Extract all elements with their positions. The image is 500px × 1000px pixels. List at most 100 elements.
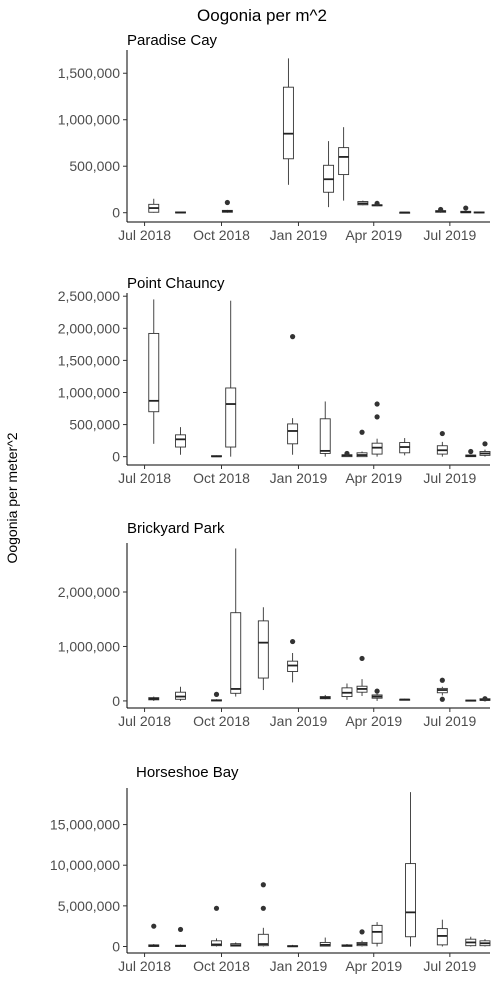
x-tick-label: Apr 2019: [345, 713, 402, 729]
box-plot: [287, 334, 299, 455]
box-plot: [357, 200, 369, 206]
box-iqr: [287, 423, 299, 445]
box-plot: [287, 944, 299, 948]
outlier-point: [468, 448, 474, 455]
outlier-point: [260, 882, 266, 888]
y-tick-label: 15,000,000: [50, 817, 120, 833]
box-plot: [465, 936, 477, 947]
box-plot: [460, 205, 472, 214]
box-plot: [282, 58, 294, 185]
x-tick-label: Jan 2019: [270, 470, 328, 486]
y-tick-label: 0: [112, 693, 120, 709]
box-plot: [356, 429, 368, 458]
box-plot: [148, 299, 160, 444]
box-iqr: [319, 418, 331, 454]
box-plot: [399, 211, 411, 214]
y-tick-label: 1,500,000: [58, 352, 120, 368]
panels-group: Paradise Cay 0 500,000 1,000,000 1,500,000 Ju…: [50, 32, 491, 974]
y-tick-label: 0: [112, 938, 120, 954]
box-plot: [148, 696, 160, 701]
outlier-point: [374, 200, 380, 207]
box-plot: [230, 942, 242, 947]
box-plot: [341, 944, 353, 947]
outlier-point: [344, 450, 350, 457]
box-plot: [319, 401, 331, 457]
box-plot: [371, 922, 383, 947]
outlier-point: [213, 691, 220, 697]
y-tick-label: 1,000,000: [58, 384, 120, 400]
box-plot: [465, 699, 477, 702]
y-tick-label: 10,000,000: [50, 857, 120, 873]
y-tick-label: 1,500,000: [58, 65, 120, 81]
box-iqr: [148, 332, 160, 413]
box-plot: [175, 211, 186, 214]
box-plot: [341, 683, 353, 700]
box-plot: [435, 206, 447, 213]
x-tick-label: Apr 2019: [345, 470, 402, 486]
box-plot: [319, 694, 331, 700]
outlier-point: [359, 929, 365, 935]
y-tick-label: 2,500,000: [58, 288, 120, 304]
box-iqr: [230, 612, 242, 694]
panel-title: Point Chauncy: [127, 275, 225, 292]
y-tick-label: 1,000,000: [58, 112, 120, 128]
outlier-point: [260, 905, 266, 911]
x-tick-label: Apr 2019: [345, 958, 402, 974]
x-tick-label: Jan 2019: [270, 227, 328, 243]
x-tick-label: Jul 2018: [118, 713, 171, 729]
outlier-point: [374, 414, 380, 420]
y-axis-label: Oogonia per meter^2: [4, 432, 20, 563]
box-iqr: [257, 620, 269, 679]
x-tick-label: Jul 2019: [423, 227, 476, 243]
box-plot: [473, 211, 485, 214]
panel-1: Point Chauncy 0 500,000 1,000,000 1,500,000 2…: [58, 275, 491, 486]
box-plot: [338, 127, 350, 201]
x-tick-label: Jul 2019: [423, 470, 476, 486]
box-plot: [341, 450, 353, 458]
x-tick-label: Jul 2019: [423, 713, 476, 729]
x-tick-label: Oct 2018: [193, 713, 250, 729]
outlier-point: [224, 199, 230, 206]
y-tick-label: 2,000,000: [58, 320, 120, 336]
box-plot: [323, 141, 335, 208]
outlier-point: [213, 905, 220, 911]
panel-title: Horseshoe Bay: [136, 764, 239, 781]
y-tick-label: 1,000,000: [58, 638, 120, 654]
box-plot: [356, 655, 368, 697]
box-plot: [436, 677, 448, 702]
box-iqr: [338, 147, 350, 176]
outlier-point: [439, 677, 445, 683]
box-iqr: [211, 940, 222, 947]
box-plot: [371, 401, 383, 457]
box-iqr: [371, 924, 383, 944]
outlier-point: [359, 655, 365, 662]
box-plot: [230, 548, 242, 697]
box-plot: [287, 638, 299, 683]
box-plot: [211, 455, 222, 458]
box-plot: [436, 430, 448, 457]
panel-3: Horseshoe Bay 0 5,000,000 10,000,000 15,000,…: [50, 764, 491, 974]
box-plot: [479, 696, 491, 702]
panel-title: Paradise Cay: [127, 32, 218, 49]
panel-title: Brickyard Park: [127, 520, 225, 537]
box-plot: [221, 199, 233, 213]
y-tick-label: 500,000: [69, 158, 120, 174]
box-iqr: [225, 387, 237, 448]
box-plot: [257, 882, 269, 947]
outlier-point: [151, 923, 157, 929]
x-tick-label: Jul 2018: [118, 227, 171, 243]
x-tick-label: Jul 2018: [118, 958, 171, 974]
x-tick-label: Apr 2019: [345, 227, 402, 243]
box-plot: [175, 686, 186, 701]
outlier-point: [463, 205, 469, 211]
box-plot: [257, 607, 269, 691]
box-plot: [148, 198, 160, 213]
x-tick-label: Jan 2019: [270, 958, 328, 974]
panel-0: Paradise Cay 0 500,000 1,000,000 1,500,000 Ju…: [58, 32, 490, 243]
outlier-point: [290, 638, 296, 645]
chart-title: Oogonia per m^2: [197, 6, 327, 25]
box-iqr: [405, 863, 416, 938]
x-tick-label: Oct 2018: [193, 227, 250, 243]
box-plot: [371, 688, 383, 701]
